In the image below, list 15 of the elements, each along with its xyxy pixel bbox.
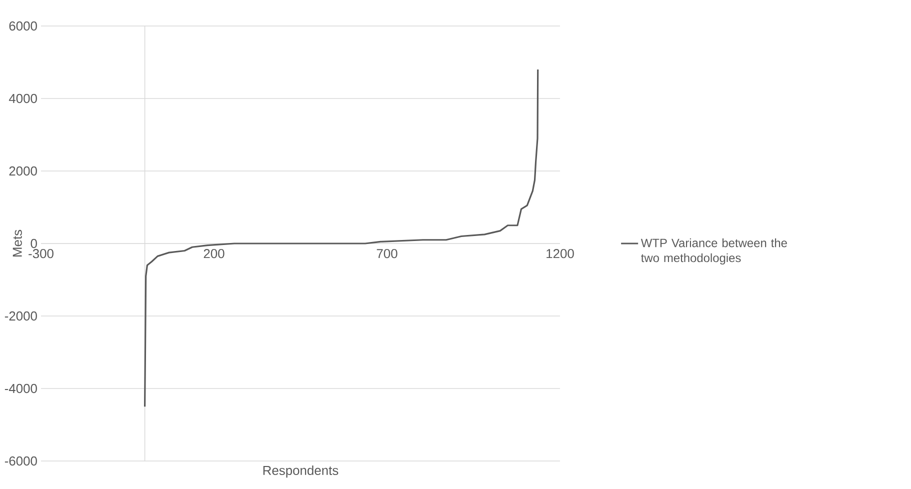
- y-tick-label: -6000: [4, 456, 37, 466]
- y-tick-label: -2000: [4, 311, 37, 321]
- line-series: [144, 68, 539, 408]
- y-tick-label: -4000: [4, 384, 37, 394]
- y-tick-label: 2000: [9, 166, 37, 176]
- y-tick-label: 6000: [9, 21, 37, 31]
- x-tick-label: 1200: [546, 249, 574, 258]
- y-tick-label: 0: [30, 238, 37, 248]
- y-axis-title: Mets: [12, 230, 22, 256]
- legend-label: WTP Variance between the two methodologies: [640, 238, 787, 265]
- x-tick-label: 200: [204, 249, 224, 258]
- x-axis-title: Respondents: [263, 466, 338, 478]
- y-tick-label: 4000: [8, 94, 37, 104]
- x-tick-label: -300: [28, 249, 54, 258]
- x-tick-label: 700: [376, 249, 398, 258]
